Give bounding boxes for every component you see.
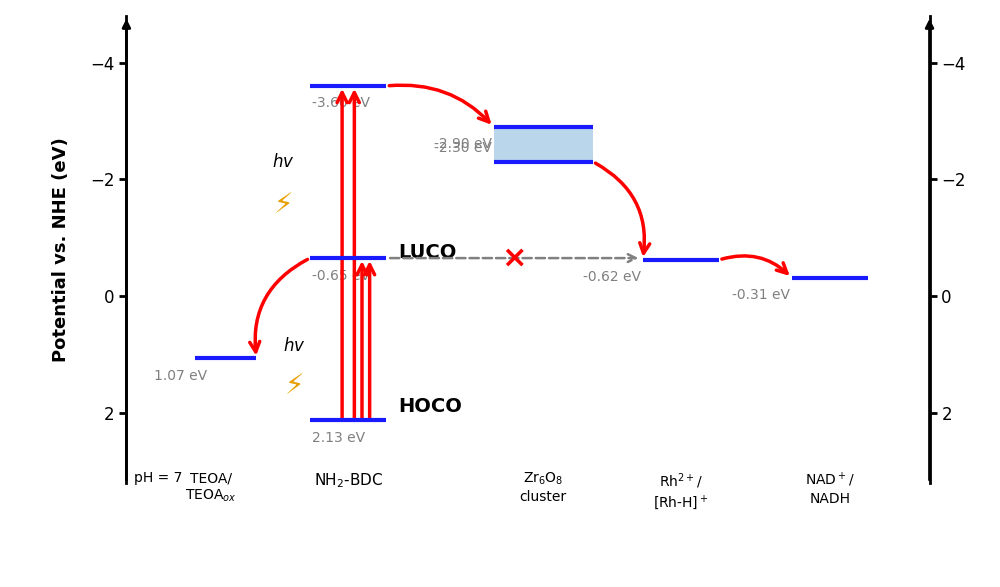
Text: ⚡: ⚡ <box>273 191 293 220</box>
Text: Rh$^{2+}$/
[Rh-H]$^+$: Rh$^{2+}$/ [Rh-H]$^+$ <box>653 471 709 512</box>
Text: Zr$_6$O$_8$
cluster: Zr$_6$O$_8$ cluster <box>520 471 567 504</box>
Text: -3.60 eV: -3.60 eV <box>312 96 370 110</box>
Text: $hv$: $hv$ <box>283 336 306 355</box>
Text: NAD$^+$/
NADH: NAD$^+$/ NADH <box>805 471 855 505</box>
Text: pH = 7: pH = 7 <box>134 471 182 485</box>
Text: 2.13 eV: 2.13 eV <box>312 431 365 445</box>
Text: NH$_2$-BDC: NH$_2$-BDC <box>314 471 383 490</box>
Text: -2.30 eV: -2.30 eV <box>434 141 492 155</box>
Text: -0.62 eV: -0.62 eV <box>583 271 641 284</box>
Text: HOCO: HOCO <box>398 397 462 416</box>
Text: -2.90 eV: -2.90 eV <box>434 137 492 151</box>
Text: -0.31 eV: -0.31 eV <box>732 288 790 302</box>
Bar <box>494 127 593 162</box>
Text: TEOA/
TEOA$_{ox}$: TEOA/ TEOA$_{ox}$ <box>185 471 236 504</box>
Text: ×: × <box>501 244 527 272</box>
Text: 1.07 eV: 1.07 eV <box>154 369 207 383</box>
Y-axis label: Potential vs. NHE (eV): Potential vs. NHE (eV) <box>52 137 70 362</box>
Text: $hv$: $hv$ <box>272 153 295 171</box>
Text: ⚡: ⚡ <box>285 373 304 400</box>
Text: LUCO: LUCO <box>398 243 456 262</box>
Text: -0.65 eV: -0.65 eV <box>312 269 370 282</box>
